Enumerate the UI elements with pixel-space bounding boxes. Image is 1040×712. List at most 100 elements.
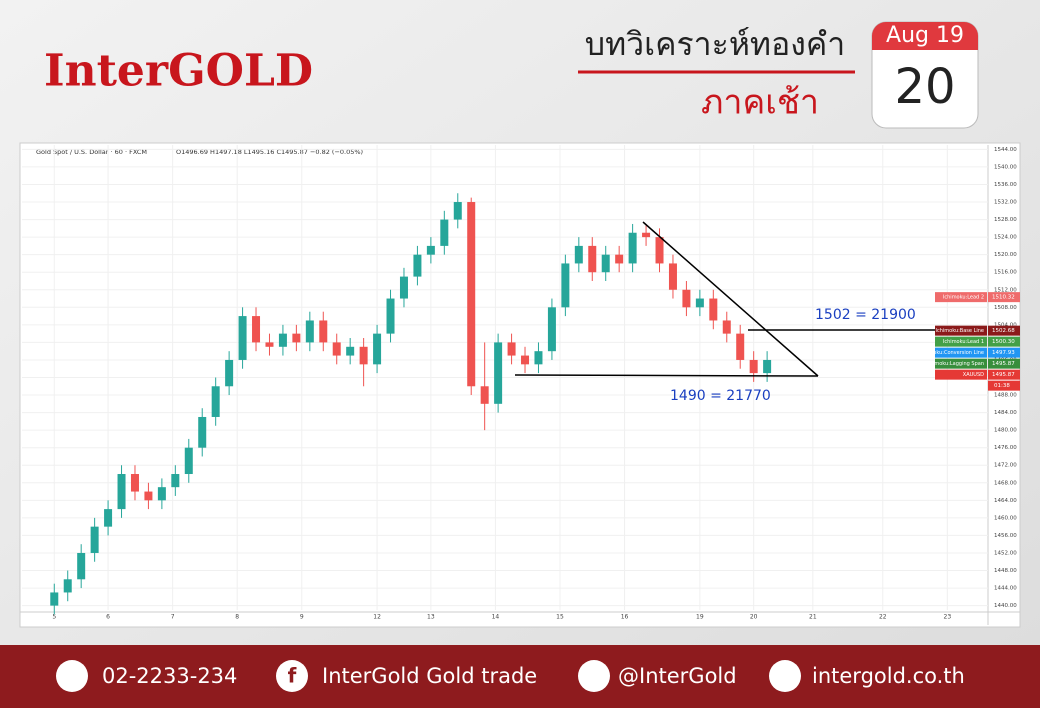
calendar-month: Aug 19: [886, 23, 964, 48]
y-tick-label: 1528.00: [994, 217, 1017, 223]
price-tag-value: 1495.87: [992, 361, 1015, 367]
y-tick-label: 1488.00: [994, 393, 1017, 399]
candle-body: [628, 232, 637, 264]
y-tick-label: 1516.00: [994, 270, 1017, 276]
candle-body: [184, 447, 193, 475]
price-tag-value: 1502.68: [992, 328, 1015, 334]
candle-body: [763, 359, 772, 374]
price-tag-name: Ichimoku:Lead 1: [943, 339, 984, 345]
candle-body: [225, 359, 234, 387]
candle-body: [359, 346, 368, 365]
candle-body: [521, 355, 530, 365]
candle-body: [399, 276, 408, 299]
price-tag-name: Ichimoku:Lagging Span: [926, 361, 984, 367]
price-tag-value: 1510.32: [992, 295, 1015, 301]
phone-icon: [56, 660, 88, 692]
facebook-glyph: f: [288, 664, 297, 688]
trend-line: [642, 221, 819, 377]
y-tick-label: 1452.00: [994, 550, 1017, 556]
candle-body: [749, 359, 758, 374]
x-tick-label: 23: [944, 614, 952, 621]
x-tick-label: 5: [52, 614, 56, 621]
candle-body: [346, 346, 355, 356]
candle-body: [319, 320, 328, 343]
candle-body: [615, 254, 624, 264]
price-tag-value-box: [988, 325, 1020, 336]
candle-body: [144, 491, 153, 501]
candle-body: [130, 474, 139, 492]
y-tick-label: 1536.00: [994, 182, 1017, 188]
y-tick-label: 1532.00: [994, 200, 1017, 206]
candle-body: [736, 333, 745, 360]
candle-body: [574, 245, 583, 264]
symbol: Gold Spot / U.S. Dollar · 60 · FXCM: [36, 148, 147, 156]
candle-body: [117, 474, 126, 510]
price-tag-name: Ichimoku:Lead 2: [943, 295, 984, 301]
price-tag-value: 1500.30: [992, 339, 1015, 345]
x-tick-label: 13: [427, 614, 435, 621]
candle-body: [695, 298, 704, 308]
countdown-box: [988, 380, 1020, 391]
candle-body: [211, 386, 220, 417]
candle-body: [305, 320, 314, 343]
y-tick-label: 1524.00: [994, 235, 1017, 241]
candle-body: [601, 254, 610, 273]
candle-body: [104, 509, 113, 527]
price-tag-name: Ichimoku:Conversion Line: [920, 350, 984, 356]
price-tag-name: Ichimoku:Base Line: [936, 328, 985, 334]
candle-body: [90, 526, 99, 553]
price-tag: [935, 325, 987, 336]
y-tick-label: 1468.00: [994, 480, 1017, 486]
x-tick-label: 19: [696, 614, 704, 621]
candle-body: [373, 333, 382, 365]
y-tick-label: 1456.00: [994, 533, 1017, 539]
candle-body: [561, 263, 570, 308]
candle-body: [722, 320, 731, 334]
calendar-top: [872, 22, 978, 50]
candle-body: [534, 351, 543, 365]
plot: 1440.00 1444.00 1448.00 1452.00 1456.00 1460.…: [20, 145, 1020, 625]
price-tag: [935, 336, 987, 347]
x-tick-label: 20: [750, 614, 758, 621]
x-tick-label: 16: [621, 614, 629, 621]
price-tag-value-box: [988, 369, 1020, 380]
x-tick-label: 8: [235, 614, 239, 621]
annotation: 1490 = 21770: [670, 388, 771, 404]
candle-body: [655, 237, 664, 264]
candle-body: [588, 245, 597, 273]
x-tick-label: 7: [171, 614, 175, 621]
candle-body: [413, 254, 422, 277]
y-tick-label: 1476.00: [994, 445, 1017, 451]
candle-body: [668, 263, 677, 290]
website: intergold.co.th: [812, 664, 965, 688]
candle-body: [547, 307, 556, 352]
candle-body: [426, 245, 435, 255]
price-tag-value: 1495.87: [992, 372, 1015, 378]
candle-body: [157, 487, 166, 501]
x-tick-label: 14: [492, 614, 500, 621]
price-tag-value-box: [988, 347, 1020, 358]
subtitle: ภาคเช้า: [701, 83, 819, 123]
x-tick-label: 12: [373, 614, 381, 621]
y-tick-label: 1512.00: [994, 287, 1017, 293]
price-tag: [935, 292, 987, 303]
candle-body: [252, 316, 261, 343]
candle-body: [440, 219, 449, 246]
phone: 02-2233-234: [102, 664, 237, 688]
facebook: InterGold Gold trade: [322, 664, 537, 688]
price-tag: [935, 347, 987, 358]
price-tag: [935, 358, 987, 369]
y-tick-label: 1444.00: [994, 586, 1017, 592]
logo: InterGOLD: [44, 46, 313, 97]
x-tick-label: 22: [879, 614, 887, 621]
y-tick-label: 1504.00: [994, 322, 1017, 328]
y-tick-label: 1520.00: [994, 252, 1017, 258]
y-tick-label: 1484.00: [994, 410, 1017, 416]
y-tick-label: 1544.00: [994, 147, 1017, 153]
footer-bar: [0, 645, 1040, 708]
y-tick-label: 1440.00: [994, 603, 1017, 609]
title: บทวิเคราะห์ทองคำ: [585, 25, 845, 63]
x-tick-label: 15: [556, 614, 564, 621]
candle-body: [494, 342, 503, 404]
